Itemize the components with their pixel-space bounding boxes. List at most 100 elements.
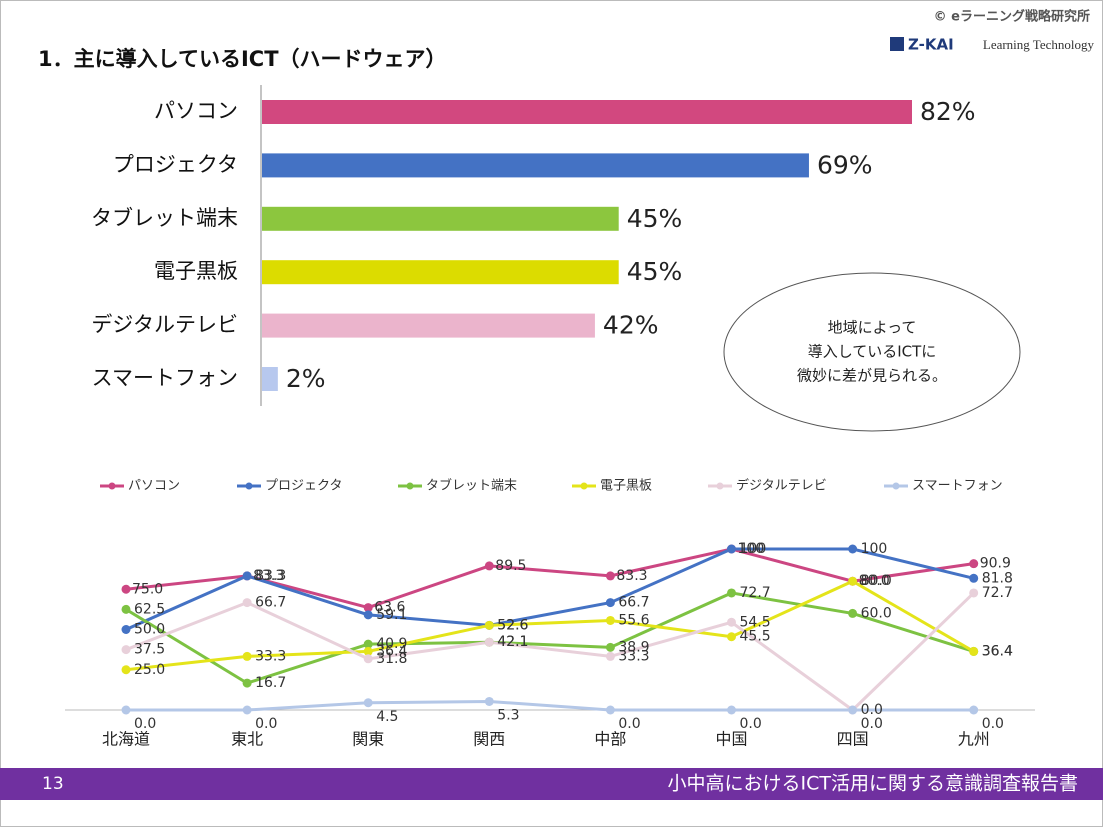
point-label: 55.6 (618, 612, 649, 628)
point-label: 0.0 (982, 716, 1004, 732)
point-label: 36.4 (376, 643, 407, 659)
point (727, 588, 736, 598)
series-line (125, 591, 975, 712)
point-label: 0.0 (134, 716, 156, 732)
point-label: 90.9 (980, 556, 1011, 572)
point (363, 654, 373, 664)
point-label: 81.8 (982, 570, 1013, 586)
footer-text: 小中高におけるICT活用に関する意識調査報告書 (668, 773, 1078, 795)
callout-line: 地域によって (828, 319, 917, 337)
legend-label: デジタルテレビ (736, 478, 827, 494)
point (848, 705, 858, 715)
legend-label: プロジェクタ (265, 479, 342, 494)
legend-marker (245, 482, 253, 490)
point (727, 705, 736, 715)
point-label: 33.3 (618, 648, 649, 664)
point (969, 588, 979, 598)
point (727, 632, 736, 642)
bar-label: プロジェクタ (113, 152, 238, 176)
bar (262, 260, 619, 285)
point (363, 698, 373, 708)
point (121, 645, 131, 655)
point (969, 559, 979, 569)
x-tick-label: 北海道 (102, 730, 150, 749)
x-tick-label: 東北 (231, 730, 263, 749)
bar (262, 313, 595, 338)
bar-label: デジタルテレビ (91, 313, 238, 337)
point (363, 610, 373, 620)
point-label: 52.6 (497, 617, 528, 633)
point (121, 584, 131, 594)
point-label: 80.0 (859, 573, 890, 589)
series-line (125, 591, 975, 685)
point (121, 604, 131, 614)
point-label: 0.0 (255, 716, 277, 732)
point-label: 72.7 (982, 585, 1013, 601)
point (484, 561, 494, 571)
bar-label: タブレット端末 (91, 206, 238, 230)
point-label: 0.0 (861, 716, 883, 732)
point-label: 83.3 (255, 568, 286, 584)
series-line (126, 699, 974, 712)
point (605, 598, 615, 608)
legend-label: 電子黒板 (600, 479, 652, 494)
bar (262, 100, 912, 124)
point-label: 60.0 (861, 605, 892, 621)
point-label: 59.1 (376, 607, 407, 623)
legend-label: スマートフォン (912, 479, 1003, 494)
point (848, 544, 858, 554)
point-label: 4.5 (376, 709, 398, 725)
point (363, 603, 373, 613)
series-line (125, 579, 975, 672)
point-label: 52.6 (497, 617, 528, 633)
series-line (125, 547, 975, 631)
page-number: 13 (42, 774, 64, 794)
point (242, 571, 252, 581)
point-label: 25.0 (134, 662, 165, 678)
point-label: 31.8 (376, 651, 407, 667)
point-label: 38.9 (618, 639, 649, 655)
point (605, 642, 615, 652)
point-label: 16.7 (255, 675, 286, 691)
x-tick-label: 中国 (715, 730, 747, 749)
point-label: 83.3 (253, 568, 284, 584)
logo: Z-KAI (908, 36, 954, 54)
logo-icon (890, 37, 904, 51)
point-label: 66.7 (255, 595, 286, 611)
bar (262, 153, 809, 178)
point-label: 62.5 (134, 601, 165, 617)
point-label: 75.0 (132, 581, 163, 597)
point-label: 100 (738, 541, 765, 557)
legend-marker (892, 482, 900, 490)
bar (262, 367, 278, 391)
point-label: 0.0 (861, 702, 883, 718)
point-label: 36.4 (982, 643, 1013, 659)
point-label: 100 (861, 541, 888, 557)
point (727, 617, 736, 627)
point-label: 83.3 (616, 568, 647, 584)
point (242, 705, 252, 715)
point (484, 696, 494, 706)
point (121, 665, 131, 675)
point (969, 573, 979, 583)
x-tick-label: 関西 (473, 730, 505, 749)
point-label: 72.7 (740, 585, 771, 601)
bar-value-label: 45% (627, 257, 683, 286)
point-label: 40.9 (376, 636, 407, 652)
point-label: 37.5 (134, 642, 165, 658)
legend-label: タブレット端末 (426, 478, 517, 494)
point-label: 50.0 (134, 622, 165, 638)
x-tick-label: 中部 (594, 730, 626, 749)
point-label: 0.0 (740, 716, 762, 732)
point-label: 42.1 (497, 634, 528, 650)
callout-line: 導入しているICTに (808, 343, 937, 361)
legend-label: パソコン (128, 479, 180, 494)
legend-marker (406, 482, 414, 490)
point-label: 33.3 (255, 648, 286, 664)
point-label: 100 (740, 541, 767, 557)
point-label: 36.4 (982, 643, 1013, 659)
legend-marker (108, 482, 116, 490)
point-label: 89.5 (495, 558, 526, 574)
legend-marker (580, 482, 588, 490)
